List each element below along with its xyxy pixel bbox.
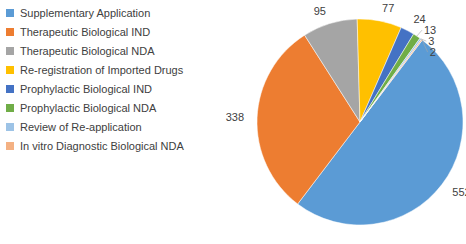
pie-slice <box>305 19 360 122</box>
pie-slice <box>360 39 422 122</box>
legend-label: Re-registration of Imported Drugs <box>20 64 184 76</box>
pie <box>257 19 463 225</box>
legend-label: Therapeutic Biological IND <box>20 26 150 38</box>
leader-line <box>421 39 427 41</box>
legend-swatch <box>6 47 14 55</box>
legend: Supplementary Application Therapeutic Bio… <box>6 7 185 152</box>
pie-slice <box>360 38 421 122</box>
legend-label: Review of Re-application <box>20 121 142 133</box>
data-label: 552 <box>452 186 466 198</box>
legend-label: Prophylactic Biological IND <box>20 83 152 95</box>
chart: Supplementary Application Therapeutic Bio… <box>0 0 466 244</box>
legend-label: Supplementary Application <box>20 7 150 19</box>
data-label: 95 <box>314 5 326 17</box>
data-label: 2 <box>430 46 436 58</box>
legend-swatch <box>6 85 14 93</box>
legend-label: Prophylactic Biological NDA <box>20 102 157 114</box>
leader-line <box>422 40 428 52</box>
legend-swatch <box>6 28 14 36</box>
legend-swatch <box>6 142 14 150</box>
legend-swatch <box>6 66 14 74</box>
data-labels: 5523389577241332 <box>226 2 466 198</box>
data-label: 338 <box>226 111 244 123</box>
legend-swatch <box>6 123 14 131</box>
legend-swatch <box>6 9 14 17</box>
pie-slice <box>360 34 420 122</box>
legend-label: Therapeutic Biological NDA <box>20 45 155 57</box>
legend-label: In vitro Diagnostic Biological NDA <box>20 140 185 152</box>
legend-swatch <box>6 104 14 112</box>
data-label: 77 <box>382 2 394 14</box>
pie-slice <box>360 28 414 122</box>
leader-line <box>417 30 422 36</box>
